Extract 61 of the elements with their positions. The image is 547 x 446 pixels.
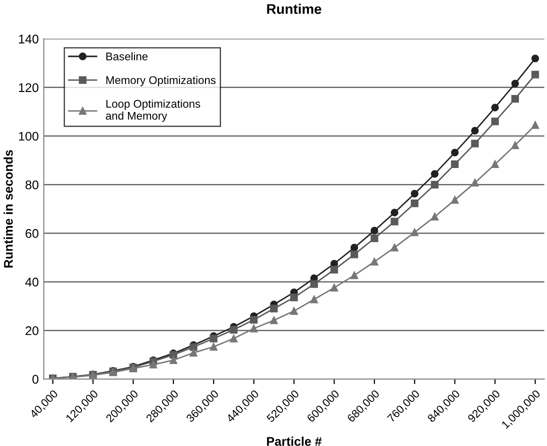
y-tick-label: 20 [26,326,38,336]
y-tick-label: 120 [19,83,38,92]
point [430,170,439,178]
point [290,294,298,302]
point [410,228,418,236]
point [310,296,318,304]
chart-title: Runtime [267,4,322,14]
point [350,244,358,252]
point [491,160,499,168]
point [270,316,278,324]
point [450,160,459,168]
y-tick-label: 80 [26,180,38,190]
point [330,266,338,274]
point [210,334,218,342]
point [290,307,298,315]
y-tick-label: 60 [26,229,38,238]
legend-label: Memory Optimizations [106,76,216,86]
point [230,334,238,342]
legend-label: Baseline [106,52,148,60]
point [330,284,338,292]
point [250,316,258,324]
point [491,118,499,126]
point [149,360,158,368]
point [410,190,418,198]
point [430,180,439,188]
point [410,200,418,208]
point [390,208,398,216]
point [531,70,540,78]
point [430,212,439,221]
y-tick-label: 140 [19,34,38,44]
point [270,304,278,312]
point [210,342,218,351]
point [310,280,318,288]
point [471,178,479,187]
y-tick-label: 40 [25,278,38,287]
point [531,54,540,62]
point [390,218,398,226]
point [450,196,459,204]
y-tick-label: 0 [32,374,38,384]
y-tick-label: 100 [19,132,38,141]
point [190,349,198,357]
point [390,244,398,252]
point [230,326,238,334]
point [370,258,378,266]
point [450,148,459,156]
x-axis-title: Particle # [267,436,322,446]
point [511,80,519,88]
point [350,271,358,280]
point [531,121,540,129]
y-axis-title: Runtime in seconds [4,150,13,268]
legend-label: Loop Optimizations and Memory [106,100,200,122]
point [491,104,499,112]
point [471,126,479,135]
point [370,226,378,234]
point [511,95,519,103]
point [370,234,378,242]
point [250,324,258,332]
point [350,250,358,258]
point [511,141,519,150]
point [170,356,178,364]
point [471,140,479,148]
